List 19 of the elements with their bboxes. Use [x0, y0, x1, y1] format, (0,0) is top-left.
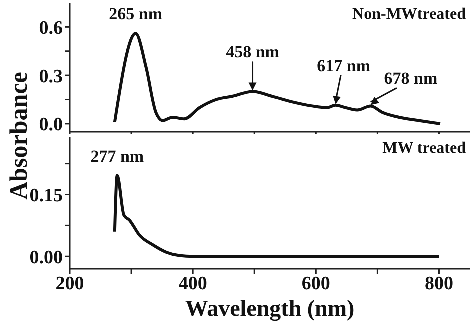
- text: Non-MWtreated: [352, 6, 466, 24]
- line-series: [113, 32, 442, 126]
- x-axis-title: Wavelength (nm): [185, 296, 355, 322]
- y-tick-label: 0.00: [30, 247, 63, 268]
- x-tick-label: 800: [424, 273, 454, 294]
- annotation: 277 nm: [90, 146, 144, 166]
- text: MW treated: [382, 140, 466, 158]
- annotation: 265 nm: [109, 4, 163, 24]
- y-tick-label: 0.15: [30, 185, 63, 206]
- annotation: 678 nm: [384, 69, 438, 88]
- y-tick-label: 0.3: [39, 66, 63, 88]
- annotation: 617 nm: [317, 56, 371, 76]
- line-series: [113, 174, 441, 258]
- annotation: 458 nm: [226, 42, 280, 62]
- x-tick-label: 200: [56, 273, 84, 294]
- x-tick-label: 600: [302, 273, 330, 294]
- x-tick-label: 400: [178, 273, 208, 294]
- y-tick-label: 0.0: [39, 114, 63, 136]
- y-tick-label: 0.6: [39, 18, 63, 39]
